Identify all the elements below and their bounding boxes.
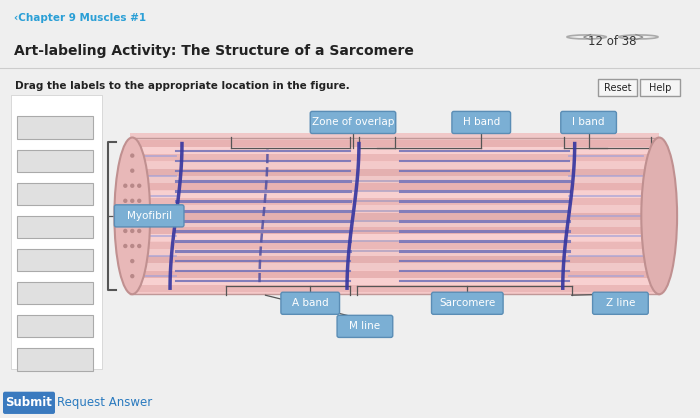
Text: ‹Chapter 9 Muscles #1: ‹Chapter 9 Muscles #1 (14, 13, 146, 23)
Text: Sarcomere: Sarcomere (439, 298, 496, 308)
Circle shape (130, 259, 134, 263)
FancyBboxPatch shape (114, 205, 184, 227)
Bar (130, 205, 659, 212)
Bar (130, 285, 659, 292)
Bar (130, 176, 659, 183)
Bar (130, 213, 659, 219)
Circle shape (130, 184, 134, 188)
Text: Zone of overlap: Zone of overlap (312, 117, 394, 127)
Text: >: > (633, 31, 644, 43)
Text: M line: M line (349, 321, 381, 331)
Bar (130, 147, 659, 154)
Circle shape (137, 214, 141, 218)
FancyBboxPatch shape (598, 79, 637, 96)
Circle shape (123, 199, 127, 203)
Bar (130, 234, 659, 241)
Text: Myofibril: Myofibril (127, 211, 172, 221)
Circle shape (137, 229, 141, 233)
Ellipse shape (114, 138, 150, 294)
FancyBboxPatch shape (17, 249, 92, 271)
Circle shape (137, 184, 141, 188)
FancyBboxPatch shape (561, 112, 617, 133)
Bar (130, 220, 659, 227)
Circle shape (137, 199, 141, 203)
FancyBboxPatch shape (640, 79, 680, 96)
FancyBboxPatch shape (310, 112, 396, 133)
Text: Z line: Z line (606, 298, 635, 308)
Circle shape (137, 244, 141, 248)
Text: Request Answer: Request Answer (57, 396, 153, 409)
Circle shape (130, 244, 134, 248)
Circle shape (130, 214, 134, 218)
FancyBboxPatch shape (17, 150, 92, 172)
FancyBboxPatch shape (17, 349, 92, 371)
Text: 12 of 38: 12 of 38 (588, 35, 637, 48)
Text: Drag the labels to the appropriate location in the figure.: Drag the labels to the appropriate locat… (15, 81, 350, 91)
Bar (130, 162, 659, 168)
Text: Help: Help (649, 83, 671, 93)
Circle shape (130, 274, 134, 278)
Circle shape (123, 214, 127, 218)
Bar (130, 256, 659, 263)
FancyBboxPatch shape (3, 392, 55, 414)
Text: Art-labeling Activity: The Structure of a Sarcomere: Art-labeling Activity: The Structure of … (14, 44, 414, 58)
Bar (11, 95, 102, 369)
FancyBboxPatch shape (593, 292, 648, 314)
Bar (130, 169, 659, 176)
Text: A band: A band (292, 298, 328, 308)
Bar (130, 191, 659, 198)
Bar (130, 140, 659, 147)
Text: H band: H band (463, 117, 500, 127)
Circle shape (123, 244, 127, 248)
Bar (130, 154, 659, 161)
Bar (130, 133, 659, 140)
FancyBboxPatch shape (17, 117, 92, 138)
Text: Reset: Reset (603, 83, 631, 93)
Circle shape (123, 229, 127, 233)
FancyBboxPatch shape (452, 112, 510, 133)
Ellipse shape (641, 138, 677, 294)
Bar (130, 227, 659, 234)
Bar (130, 278, 659, 285)
Circle shape (130, 199, 134, 203)
Bar (130, 271, 659, 278)
Circle shape (123, 184, 127, 188)
Bar (130, 242, 659, 249)
FancyBboxPatch shape (17, 282, 92, 304)
Circle shape (130, 229, 134, 233)
Text: I band: I band (573, 117, 605, 127)
Text: Submit: Submit (6, 396, 53, 409)
Circle shape (130, 153, 134, 158)
FancyBboxPatch shape (17, 216, 92, 238)
FancyBboxPatch shape (281, 292, 339, 314)
Circle shape (130, 168, 134, 173)
FancyBboxPatch shape (337, 315, 393, 337)
Bar (130, 184, 659, 191)
Bar (130, 249, 659, 256)
Bar (130, 198, 659, 205)
Text: <: < (581, 31, 592, 43)
FancyBboxPatch shape (17, 315, 92, 337)
Bar (130, 138, 659, 294)
FancyBboxPatch shape (431, 292, 503, 314)
FancyBboxPatch shape (17, 183, 92, 205)
Bar (130, 263, 659, 270)
